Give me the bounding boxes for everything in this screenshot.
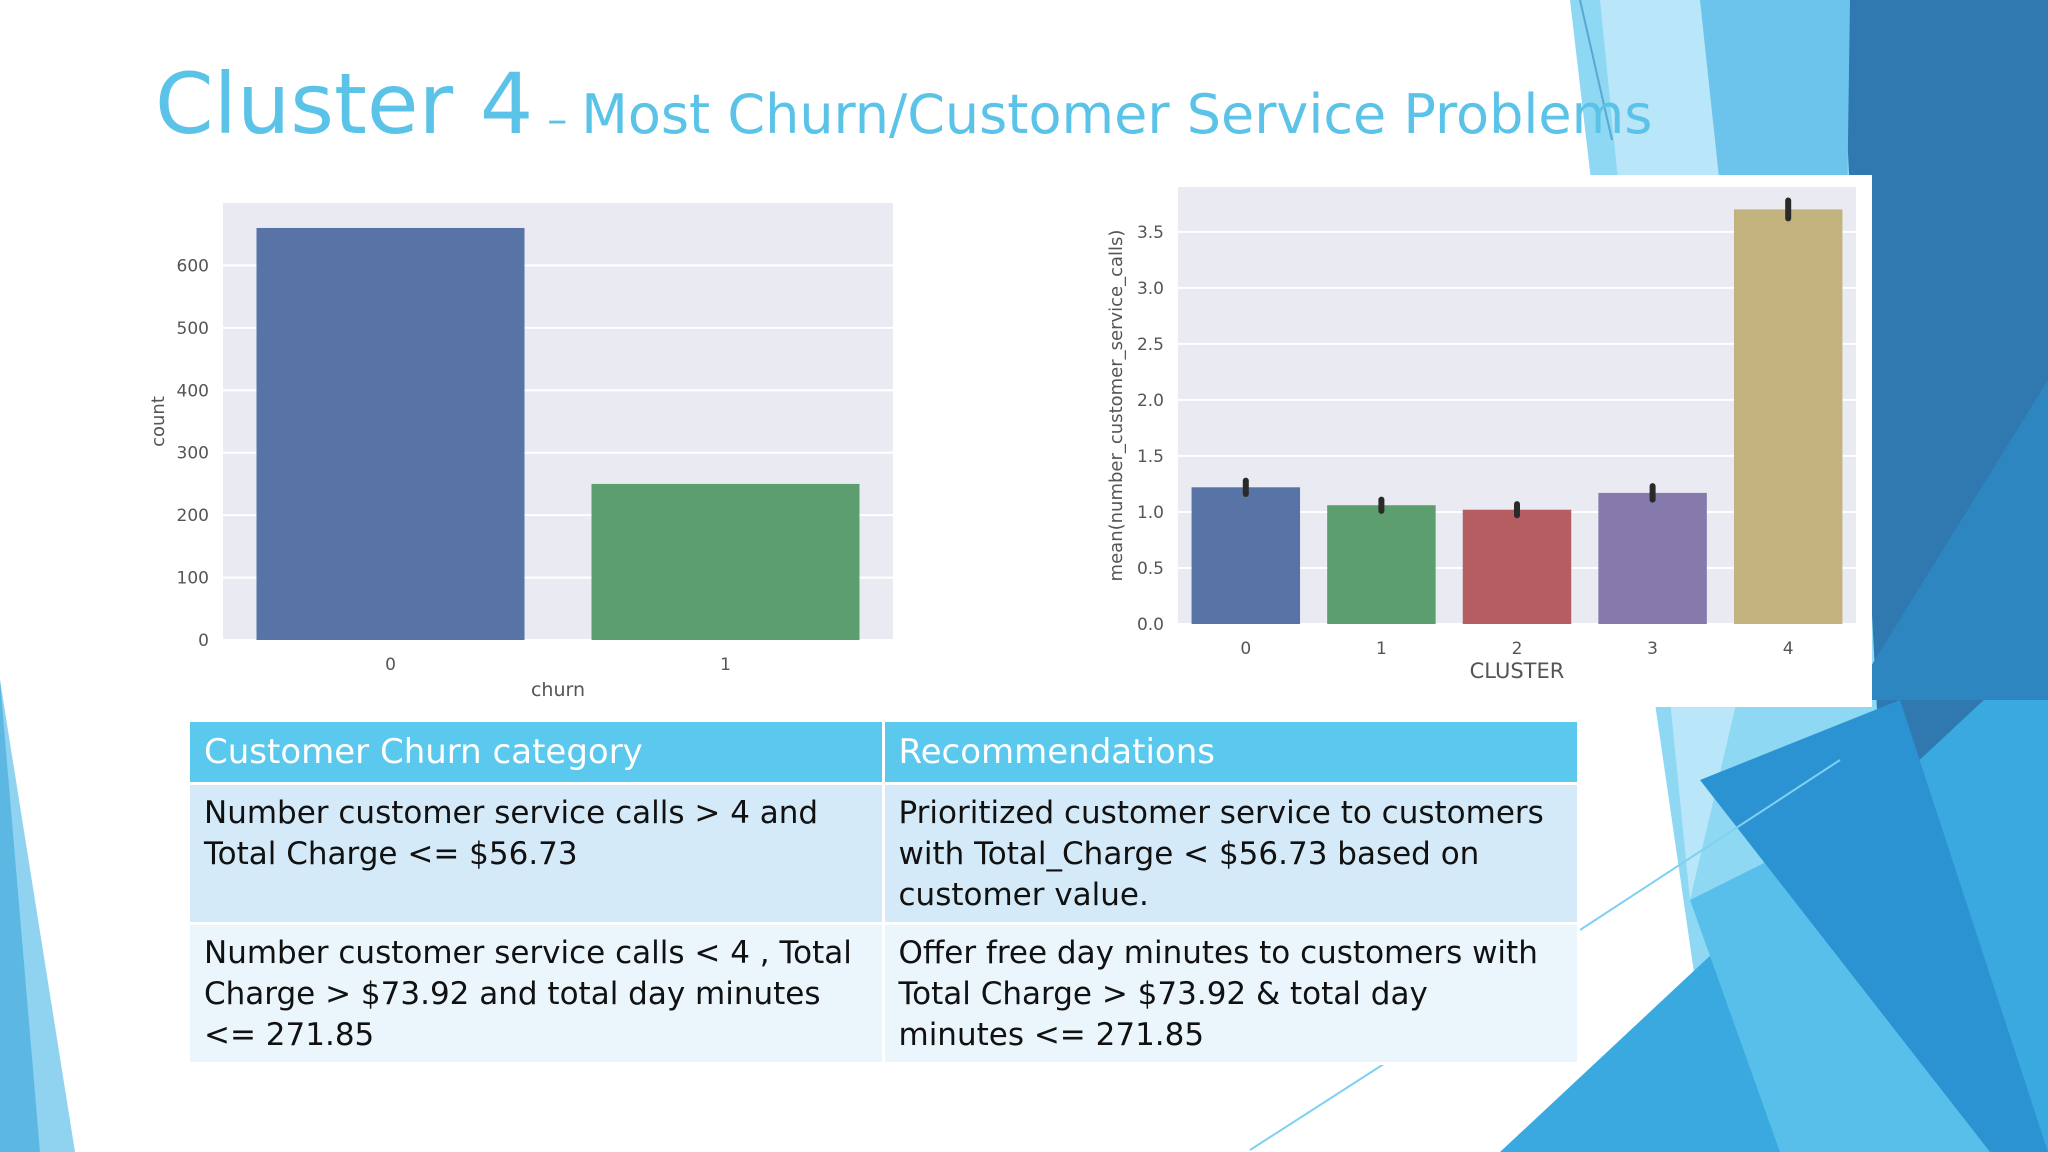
y-tick-label: 1.0 [1137,503,1164,523]
x-axis-label: CLUSTER [1470,659,1565,683]
x-tick-label: 1 [720,655,731,675]
x-tick-label: 0 [385,655,396,675]
churn-count-chart: 0 100 200 300 400 500 600 0 1 churn count [140,185,910,705]
header-recommendations: Recommendations [883,722,1580,785]
table-row: Number customer service calls > 4 and To… [190,783,1580,925]
y-tick-label: 500 [177,319,209,339]
y-tick-label: 600 [177,256,209,276]
y-tick-label: 0 [198,631,209,651]
cluster-service-calls-chart-svg: 0.0 0.5 1.0 1.5 2.0 2.5 3.0 3.5 0 1 2 3 4 CLUSTER mean… [1106,187,1856,683]
y-tick-label: 3.0 [1137,279,1164,299]
y-tick-label: 2.5 [1137,335,1164,355]
x-tick-label: 1 [1376,639,1387,659]
y-tick-label: 100 [177,569,209,589]
bar-4 [1733,209,1843,624]
bar-3 [1598,492,1707,624]
y-tick-label: 400 [177,381,209,401]
x-tick-label: 3 [1647,639,1658,659]
y-axis-label: mean(number_customer_service_calls) [1106,230,1127,582]
table-cell: Offer free day minutes to customers with… [883,923,1580,1065]
slide-title-main: Cluster 4 [155,55,534,153]
y-tick-label: 3.5 [1137,223,1164,243]
x-tick-label: 2 [1512,639,1523,659]
cluster-service-calls-chart: 0.0 0.5 1.0 1.5 2.0 2.5 3.0 3.5 0 1 2 3 4 CLUSTER mean… [1090,175,1872,707]
bar-1 [591,483,860,640]
recommendations-table: Customer Churn category Recommendations … [190,722,1580,1065]
churn-count-chart-svg: 0 100 200 300 400 500 600 0 1 churn count [148,203,893,701]
y-tick-label: 2.0 [1137,391,1164,411]
bar-0 [256,227,525,640]
header-churn-category: Customer Churn category [190,722,885,785]
slide-title: Cluster 4– Most Churn/Customer Service Pr… [155,62,1652,146]
table-header-row: Customer Churn category Recommendations [190,722,1580,785]
x-tick-label: 4 [1783,639,1794,659]
y-tick-label: 200 [177,506,209,526]
y-tick-label: 0.5 [1137,559,1164,579]
y-tick-label: 0.0 [1137,615,1164,635]
table-cell: Number customer service calls > 4 and To… [190,783,885,925]
x-tick-label: 0 [1240,639,1251,659]
table-row: Number customer service calls < 4 , Tota… [190,923,1580,1065]
bar-1 [1327,505,1436,624]
x-axis-label: churn [531,679,585,701]
slide-title-sub: Most Churn/Customer Service Problems [581,83,1653,146]
bar-2 [1462,509,1572,624]
y-tick-label: 1.5 [1137,447,1164,467]
table-cell: Prioritized customer service to customer… [883,783,1580,925]
y-axis-label: count [148,396,169,447]
table-cell: Number customer service calls < 4 , Tota… [190,923,885,1065]
y-tick-label: 300 [177,444,209,464]
bar-0 [1191,487,1301,624]
slide-title-dash: – [547,97,568,143]
